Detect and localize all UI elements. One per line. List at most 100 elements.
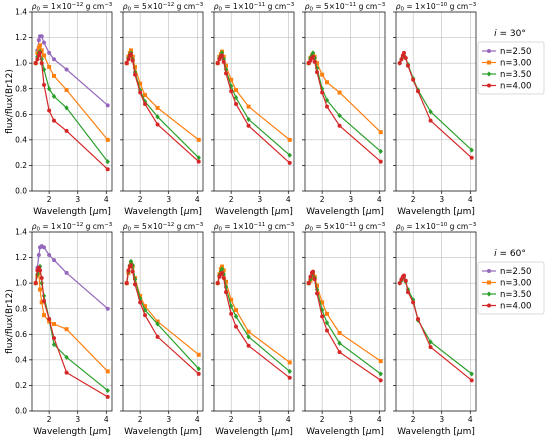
title-value: = 1×10: [40, 222, 72, 231]
axes-frame: [395, 11, 477, 192]
data-point: [215, 61, 220, 66]
series-line: [126, 51, 200, 159]
panel-r1-c2: 2 3 4 ρ0 = 5×10−12 g cm−3 Wavelength [μm]: [120, 2, 204, 217]
y-axis-label: flux/flux(Br12): [5, 289, 15, 354]
data-point: [52, 258, 56, 263]
title-unit-exponent: −3: [195, 222, 204, 228]
data-point: [35, 57, 40, 62]
x-tick-label: 4: [104, 415, 109, 424]
data-point: [52, 322, 56, 327]
title-value: = 5×10: [313, 2, 345, 11]
legend-box: [477, 261, 545, 315]
y-tick-label: 0.6: [15, 330, 27, 339]
data-point: [219, 266, 225, 272]
title-exponent: −11: [254, 2, 266, 8]
data-point: [337, 90, 342, 95]
title-rho: ρ: [32, 2, 37, 11]
data-point: [105, 137, 110, 142]
legend-marker: [486, 291, 492, 297]
y-tick-label: 0.8: [15, 84, 27, 93]
x-axis-label-rest: m]: [281, 207, 293, 217]
data-point: [337, 123, 342, 128]
legend-marker: [487, 60, 491, 65]
x-axis-label-rest: m]: [463, 427, 475, 437]
title-value: = 1×10: [222, 2, 254, 11]
data-point: [411, 300, 416, 305]
data-point: [133, 282, 137, 287]
data-point: [311, 54, 315, 59]
data-point: [124, 281, 129, 286]
data-point: [196, 352, 201, 357]
title-unit: g cm: [174, 222, 195, 231]
data-point: [221, 59, 226, 64]
data-point: [320, 90, 325, 95]
data-point: [38, 50, 42, 55]
x-tick-label: 2: [47, 195, 52, 204]
axes-frame: [122, 11, 204, 192]
legend-r2: n=2.50 n=3.00n=3.50 n=4.00: [477, 261, 545, 315]
title-value: = 5×10: [131, 2, 163, 11]
data-point: [129, 52, 133, 57]
data-point: [64, 67, 69, 72]
data-point: [233, 95, 239, 101]
y-tick-label: 0.2: [15, 381, 27, 390]
data-point: [155, 105, 160, 110]
data-point: [220, 270, 224, 275]
data-point: [287, 360, 292, 365]
data-point: [311, 269, 315, 274]
data-point: [337, 350, 342, 355]
title-subscript: 0: [36, 7, 40, 13]
data-point: [314, 65, 320, 71]
x-axis-label: Wavelength [μm]: [397, 427, 475, 437]
data-point: [132, 276, 138, 282]
x-tick-label: 4: [286, 195, 291, 204]
data-point: [320, 300, 325, 305]
x-tick-label: 2: [138, 415, 143, 424]
x-tick-label: 4: [104, 195, 109, 204]
x-axis-label-rest: m]: [99, 427, 111, 437]
y-tick-label: 0.6: [15, 110, 27, 119]
data-point: [378, 148, 383, 154]
data-point: [105, 394, 110, 399]
title-unit: g cm: [83, 222, 104, 231]
data-point: [402, 273, 406, 278]
title-rho: ρ: [32, 222, 37, 231]
title-subscript: 0: [218, 227, 222, 233]
x-tick-label: 3: [348, 415, 353, 424]
x-tick-label: 3: [75, 195, 80, 204]
data-point: [378, 378, 383, 383]
x-axis-label: Wavelength [μm]: [215, 427, 293, 437]
title-unit: g cm: [356, 2, 377, 11]
data-point: [229, 77, 234, 82]
title-unit-exponent: −3: [195, 2, 204, 8]
data-point: [402, 50, 406, 55]
x-tick-label: 2: [411, 415, 416, 424]
data-point: [228, 303, 234, 309]
x-axis-label-main: Wavelength [: [33, 427, 93, 437]
title-unit-exponent: −3: [468, 2, 477, 8]
data-point: [228, 83, 234, 89]
data-point: [39, 61, 44, 66]
series-line: [399, 51, 473, 159]
data-point: [47, 253, 52, 258]
x-tick-label: 3: [348, 195, 353, 204]
data-point: [47, 108, 52, 113]
data-point: [378, 359, 383, 364]
title-exponent: −11: [254, 222, 266, 228]
data-point: [105, 167, 110, 172]
title-exponent: −12: [72, 222, 84, 228]
data-point: [38, 43, 42, 48]
series-line: [217, 267, 291, 372]
data-point: [64, 270, 69, 275]
data-point: [428, 345, 433, 350]
data-point: [105, 103, 110, 108]
data-point: [308, 274, 313, 279]
x-axis-label-mu: μ: [92, 427, 99, 437]
row-label-var: i: [494, 249, 497, 259]
series-line: [399, 275, 473, 375]
title-rho: ρ: [305, 222, 310, 231]
title-value: = 5×10: [313, 222, 345, 231]
row-label-var: i: [494, 29, 497, 39]
title-subscript: 0: [400, 227, 404, 233]
